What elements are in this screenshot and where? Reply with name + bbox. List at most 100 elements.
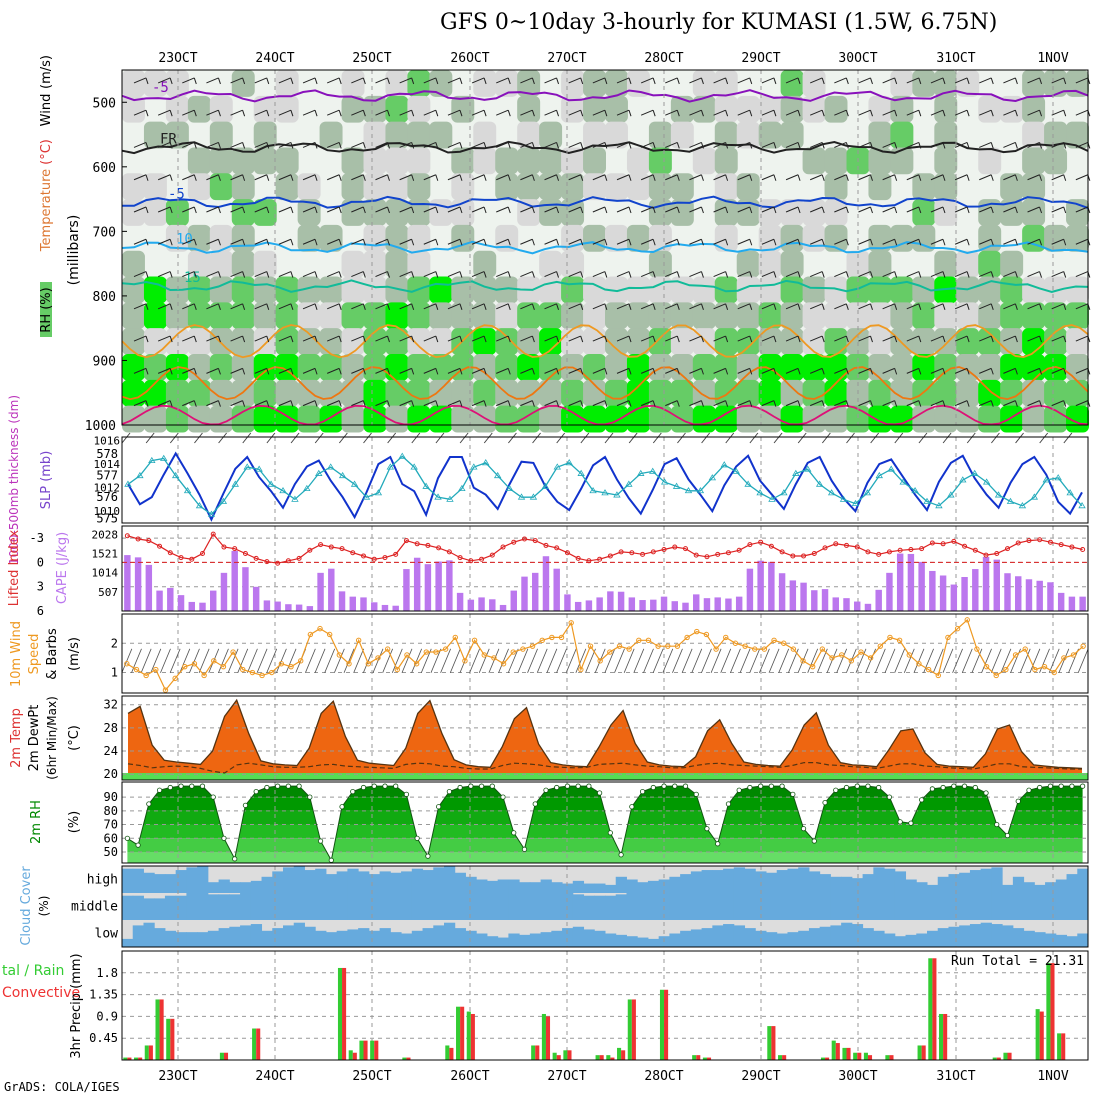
wind-barb: [785, 367, 799, 374]
precip-convective-bar: [460, 1006, 465, 1060]
wind-barb: [133, 174, 147, 181]
wind10-marker: [636, 637, 642, 644]
rh2m-marker: [865, 783, 871, 789]
lifted-index-marker: [371, 556, 377, 562]
precip-rain-bar: [595, 1055, 600, 1060]
temp-line: [127, 698, 1083, 770]
rh2m-marker: [275, 783, 281, 789]
precip-convective-bar: [782, 1055, 787, 1060]
wind-barb: [1027, 335, 1040, 342]
precip-rain-bar: [1046, 963, 1051, 1060]
wind-barb: [1051, 109, 1064, 116]
wind-barb: [785, 303, 799, 310]
wind-barb-flag: [676, 400, 680, 407]
wind-barb: [206, 109, 219, 116]
wind-barb: [882, 141, 895, 148]
cape-bar: [939, 575, 947, 611]
wind10-marker: [983, 663, 990, 670]
wind-barb: [979, 109, 992, 116]
rh-cell: [978, 405, 1002, 433]
wind-barb-flag: [966, 110, 970, 117]
thickness-marker: [792, 469, 800, 476]
cape-bar: [671, 601, 678, 611]
wind10-marker: [578, 666, 584, 673]
wind10-marker: [867, 655, 874, 661]
wind-barb: [230, 141, 243, 148]
wind-barb: [544, 238, 557, 245]
rh-cell: [429, 121, 453, 149]
rh2m-marker: [1026, 787, 1032, 793]
wind-barb-flag: [459, 206, 463, 214]
rh-cell: [1066, 405, 1089, 433]
cloud-high-cell: [680, 874, 692, 893]
rh-cell: [1000, 199, 1024, 226]
wind10-marker: [211, 658, 217, 664]
panel-barb: [363, 432, 372, 444]
rh2m-marker: [897, 819, 903, 825]
wind-barb-flag: [628, 206, 632, 214]
cloud-middle-cell: [680, 893, 692, 920]
wind-barb: [1003, 400, 1016, 407]
wind-barb: [1051, 141, 1064, 148]
wind-barb: [954, 271, 968, 278]
wind-barb: [471, 77, 485, 84]
lifted-index-marker: [564, 550, 570, 556]
cloud-high-cell: [969, 870, 982, 893]
wind-barb-flag: [314, 110, 318, 117]
wind-barb: [302, 206, 316, 213]
wind10-barb: [430, 648, 442, 673]
rh-cell: [1044, 302, 1068, 330]
cape-bar: [177, 595, 185, 611]
wind-barb-flag: [942, 303, 946, 310]
wind-barb: [616, 109, 630, 116]
thickness-marker: [589, 486, 597, 494]
wind-barb: [616, 335, 630, 342]
wind10-marker: [858, 649, 864, 655]
wind10-marker: [723, 634, 729, 641]
rh2m-marker: [178, 783, 184, 789]
wind-barb-flag: [556, 303, 560, 310]
wind-barb: [665, 141, 678, 148]
wind-barb-flag: [314, 77, 318, 85]
wind-barb: [640, 174, 654, 181]
wind-barb: [133, 271, 147, 278]
wind-barb: [1075, 335, 1089, 342]
rh-cell: [231, 173, 255, 201]
cloud-low-cell: [175, 932, 187, 947]
wind-barb: [882, 271, 895, 278]
rh-cell: [912, 224, 936, 252]
wind-barb: [254, 77, 267, 84]
cloud-low-cell: [207, 930, 220, 947]
wind10-marker: [539, 637, 545, 644]
wind-barb-flag: [145, 368, 149, 375]
wind-barb-flag: [1039, 174, 1043, 181]
wind-barb: [616, 367, 630, 374]
rh-cell: [583, 95, 606, 123]
wind-barb-flag: [531, 174, 535, 181]
cloud-low-cell: [379, 928, 391, 947]
wind-barb: [858, 109, 871, 116]
wind-barb: [1051, 400, 1064, 407]
cloud-middle-cell: [637, 893, 649, 920]
wind10-marker: [752, 646, 758, 652]
cape-bar: [446, 560, 453, 611]
rh-cell: [165, 199, 189, 226]
rh-cell: [868, 405, 892, 433]
rh-cell: [209, 121, 233, 149]
rh-cell: [802, 147, 826, 175]
rh-cell: [868, 173, 892, 201]
cape-bar: [231, 550, 238, 611]
rh-cell: [363, 95, 387, 123]
cloud-high-cell: [658, 879, 670, 893]
rh-cell: [692, 405, 716, 433]
cloud-high-cell: [937, 876, 949, 893]
precip-rain-bar: [337, 967, 343, 1060]
wind-barb-flag: [266, 142, 270, 149]
panel-barb: [942, 432, 952, 444]
wind-barb: [568, 367, 581, 374]
wind-barb-flag: [145, 271, 149, 278]
cloud-high-cell: [787, 868, 799, 893]
wind-barb-flag: [556, 400, 560, 407]
precip-axis-label: 3hr Precip (mm): [69, 953, 84, 1058]
cape-bar: [467, 599, 475, 611]
